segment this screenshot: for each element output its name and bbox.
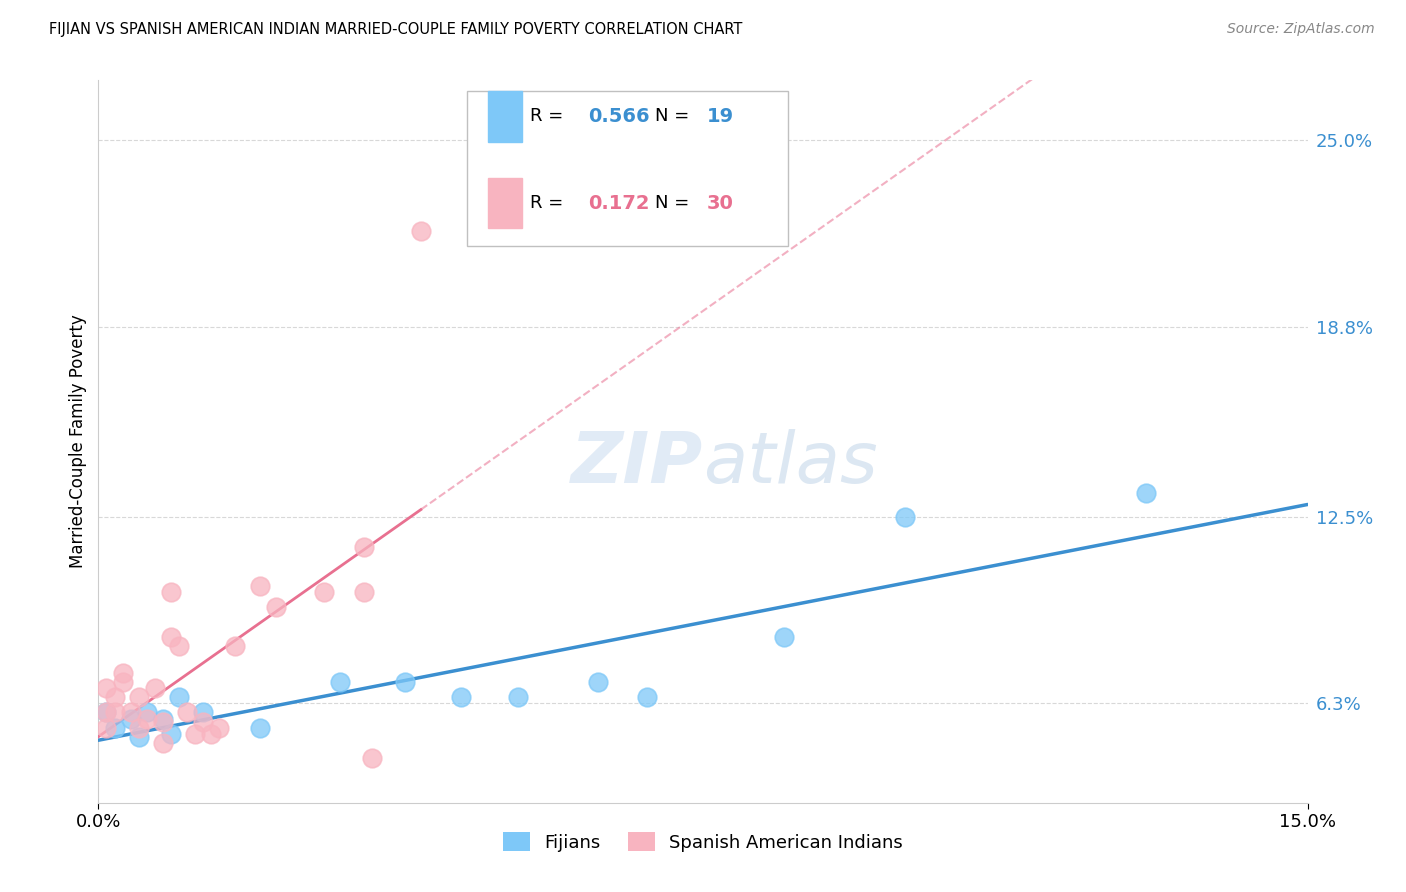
Point [135,712,157,726]
Point [353,585,375,599]
Text: Source: ZipAtlas.com: Source: ZipAtlas.com [1227,22,1375,37]
Text: 0.566: 0.566 [588,107,650,126]
Point [160,630,183,644]
Point [772,630,794,644]
Point [394,675,416,690]
Text: 0.172: 0.172 [588,194,650,212]
Text: ZIP: ZIP [571,429,703,498]
Legend: Fijians, Spanish American Indians: Fijians, Spanish American Indians [496,825,910,859]
Point [96,681,118,696]
Point [176,706,198,720]
Point [893,509,915,524]
FancyBboxPatch shape [467,91,787,246]
Point [586,675,609,690]
Point [96,706,118,720]
Point [361,750,384,764]
FancyBboxPatch shape [488,91,522,142]
Text: 30: 30 [707,194,734,212]
Point [128,690,150,705]
Text: R =: R = [530,107,564,126]
Point [506,690,529,705]
Point [152,735,174,749]
FancyBboxPatch shape [488,178,522,228]
Point [103,721,125,735]
Text: N =: N = [655,107,689,126]
Point [636,690,658,705]
Point [120,706,142,720]
Point [143,681,166,696]
Point [167,639,190,653]
Point [96,706,118,720]
Text: R =: R = [530,194,564,212]
Y-axis label: Married-Couple Family Poverty: Married-Couple Family Poverty [69,315,87,568]
Point [249,579,271,593]
Point [450,690,472,705]
Point [193,714,215,729]
Point [128,730,150,744]
Point [135,706,157,720]
Point [128,721,150,735]
Point [103,690,125,705]
Point [329,675,352,690]
Point [1135,485,1157,500]
Point [96,721,118,735]
Text: FIJIAN VS SPANISH AMERICAN INDIAN MARRIED-COUPLE FAMILY POVERTY CORRELATION CHAR: FIJIAN VS SPANISH AMERICAN INDIAN MARRIE… [49,22,742,37]
Point [184,726,207,740]
Point [167,690,190,705]
Point [160,726,183,740]
Point [152,714,174,729]
Point [264,600,287,615]
Point [111,675,134,690]
Point [103,706,125,720]
Text: atlas: atlas [703,429,877,498]
Point [314,585,336,599]
Point [208,721,231,735]
Point [152,712,174,726]
Point [160,585,183,599]
Point [193,706,215,720]
Text: 19: 19 [707,107,734,126]
Point [224,639,246,653]
Point [111,666,134,681]
Point [249,721,271,735]
Point [409,224,432,238]
Point [120,712,142,726]
Point [353,540,375,554]
Text: N =: N = [655,194,689,212]
Point [200,726,222,740]
